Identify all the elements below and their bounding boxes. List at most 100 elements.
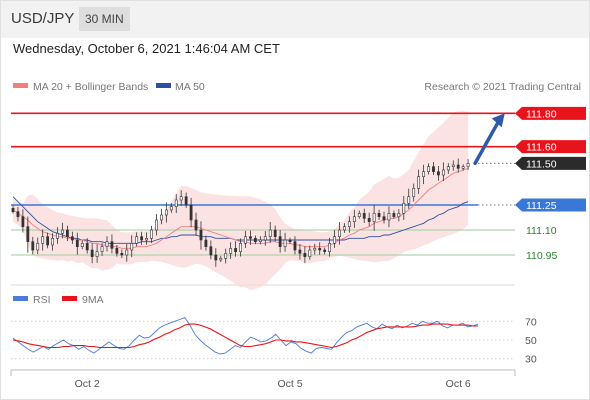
candle (288, 237, 292, 245)
candle-body (451, 164, 455, 167)
candle-body (357, 213, 361, 217)
timeframe-button[interactable]: 30 MIN (79, 7, 130, 31)
candle (244, 230, 247, 248)
candle (387, 206, 391, 228)
candle (169, 203, 173, 213)
x-axis-label: Oct 5 (277, 378, 302, 390)
rsi-panel: 70 50 30 (11, 316, 537, 366)
candle (105, 236, 109, 252)
candle (397, 209, 401, 222)
candle (273, 225, 277, 242)
candle (249, 230, 252, 245)
candle-body (323, 249, 327, 252)
candle (229, 242, 233, 259)
candle (46, 232, 50, 249)
candle (293, 236, 297, 255)
candle-body (343, 226, 346, 231)
candle-body (120, 253, 124, 256)
candle-body (446, 166, 450, 171)
candle-body (268, 229, 272, 237)
candle-body (273, 229, 277, 237)
candle-body (347, 221, 351, 227)
candle (219, 255, 223, 262)
candle (36, 237, 40, 255)
candle-body (105, 241, 109, 247)
candle-body (204, 239, 208, 247)
bollinger-bands (13, 110, 469, 291)
candle (343, 223, 346, 233)
rsi-tick-label: 50 (525, 335, 537, 347)
candle-body (362, 213, 366, 219)
candle-body (224, 253, 228, 259)
candle (204, 235, 208, 251)
rsi-ma-legend-swatch (62, 296, 77, 301)
candle-body (377, 213, 381, 217)
x-axis-label: Oct 6 (446, 378, 471, 390)
datetime-label: Wednesday, October 6, 2021 1:46:04 AM CE… (13, 41, 280, 56)
candle (352, 209, 356, 228)
candle-body (75, 239, 79, 247)
candle-body (308, 249, 312, 257)
candle (70, 231, 74, 244)
candle-body (283, 239, 287, 247)
candle (160, 208, 163, 225)
candle (303, 246, 307, 264)
candle-body (110, 241, 114, 249)
candle-body (169, 206, 173, 211)
candle-body (249, 236, 252, 239)
candle (347, 216, 351, 233)
candle-body (387, 213, 391, 221)
candle (189, 197, 193, 228)
candle (357, 210, 361, 219)
level-labels: 111.80 111.60 111.50 111.25 111.10 110.95 (473, 106, 586, 262)
candle (466, 159, 470, 171)
candle-body (164, 209, 168, 216)
candle-body (244, 236, 247, 244)
candle (155, 214, 158, 236)
candle-body (199, 229, 203, 241)
rsi-tick-label: 70 (525, 316, 537, 328)
candle (382, 211, 386, 224)
candle (338, 222, 341, 245)
candle (239, 238, 242, 257)
pair-title: USD/JPY (11, 10, 75, 27)
candle (90, 243, 94, 264)
candle-body (298, 249, 302, 254)
candle (427, 163, 430, 175)
candle-body (140, 236, 144, 241)
candle-body (318, 248, 322, 251)
price-levels (11, 112, 515, 256)
candle (278, 230, 282, 253)
candle (184, 192, 188, 208)
candle (432, 161, 435, 175)
candle-body (145, 238, 148, 241)
candle-body (382, 216, 386, 221)
candle-body (328, 243, 331, 252)
ma20-legend-label: MA 20 + Bollinger Bands (33, 81, 148, 93)
candle-body (70, 236, 74, 241)
candle-body (278, 236, 282, 247)
candle (41, 229, 45, 251)
candle (21, 209, 25, 233)
level-tag-last (515, 156, 586, 170)
candle-body (80, 243, 84, 247)
candle (120, 249, 124, 259)
rsi-line (12, 317, 479, 355)
candle (258, 236, 262, 245)
candle (16, 206, 20, 222)
ma50-legend-label: MA 50 (175, 81, 205, 93)
candle-body (61, 229, 64, 234)
candle-body (179, 196, 183, 201)
candle-body (258, 239, 262, 242)
candle-body (333, 236, 336, 244)
candle-body (422, 171, 425, 177)
target-arrow-shaft (473, 117, 502, 166)
candle (446, 163, 450, 174)
candle-body (441, 169, 445, 176)
candle (323, 247, 327, 255)
target-arrow-head (491, 113, 505, 128)
candles (11, 158, 470, 267)
x-axis-label: Oct 2 (75, 378, 100, 390)
candle-body (456, 164, 460, 169)
level-tag-pivot (515, 198, 586, 212)
